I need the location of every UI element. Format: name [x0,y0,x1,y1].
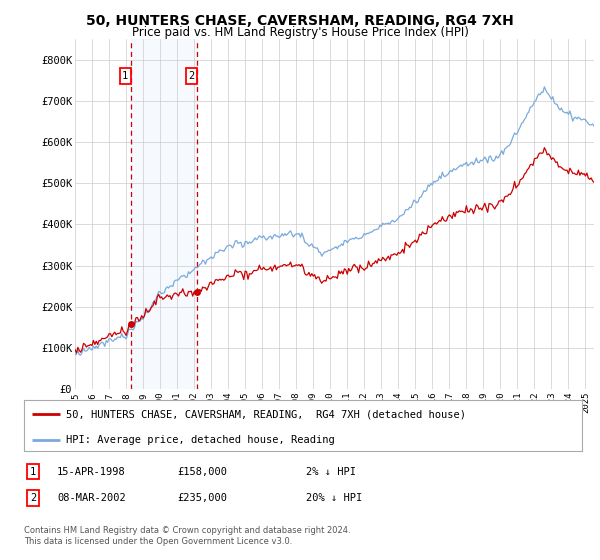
Text: 50, HUNTERS CHASE, CAVERSHAM, READING, RG4 7XH: 50, HUNTERS CHASE, CAVERSHAM, READING, R… [86,14,514,28]
Text: 2: 2 [188,71,194,81]
Text: £158,000: £158,000 [177,466,227,477]
Text: 2% ↓ HPI: 2% ↓ HPI [306,466,356,477]
Text: 50, HUNTERS CHASE, CAVERSHAM, READING,  RG4 7XH (detached house): 50, HUNTERS CHASE, CAVERSHAM, READING, R… [66,409,466,419]
Text: 1: 1 [30,466,36,477]
Text: Contains HM Land Registry data © Crown copyright and database right 2024.
This d: Contains HM Land Registry data © Crown c… [24,526,350,546]
Text: 08-MAR-2002: 08-MAR-2002 [57,493,126,503]
Text: 1: 1 [122,71,128,81]
Text: Price paid vs. HM Land Registry's House Price Index (HPI): Price paid vs. HM Land Registry's House … [131,26,469,39]
Text: 2: 2 [30,493,36,503]
Text: 20% ↓ HPI: 20% ↓ HPI [306,493,362,503]
Text: 15-APR-1998: 15-APR-1998 [57,466,126,477]
Text: £235,000: £235,000 [177,493,227,503]
Bar [131,39,197,389]
Text: HPI: Average price, detached house, Reading: HPI: Average price, detached house, Read… [66,435,335,445]
